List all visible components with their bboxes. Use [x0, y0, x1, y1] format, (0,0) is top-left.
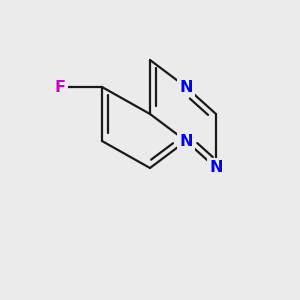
Text: F: F	[55, 80, 65, 94]
Text: N: N	[179, 134, 193, 148]
Text: N: N	[209, 160, 223, 175]
Text: N: N	[179, 80, 193, 94]
